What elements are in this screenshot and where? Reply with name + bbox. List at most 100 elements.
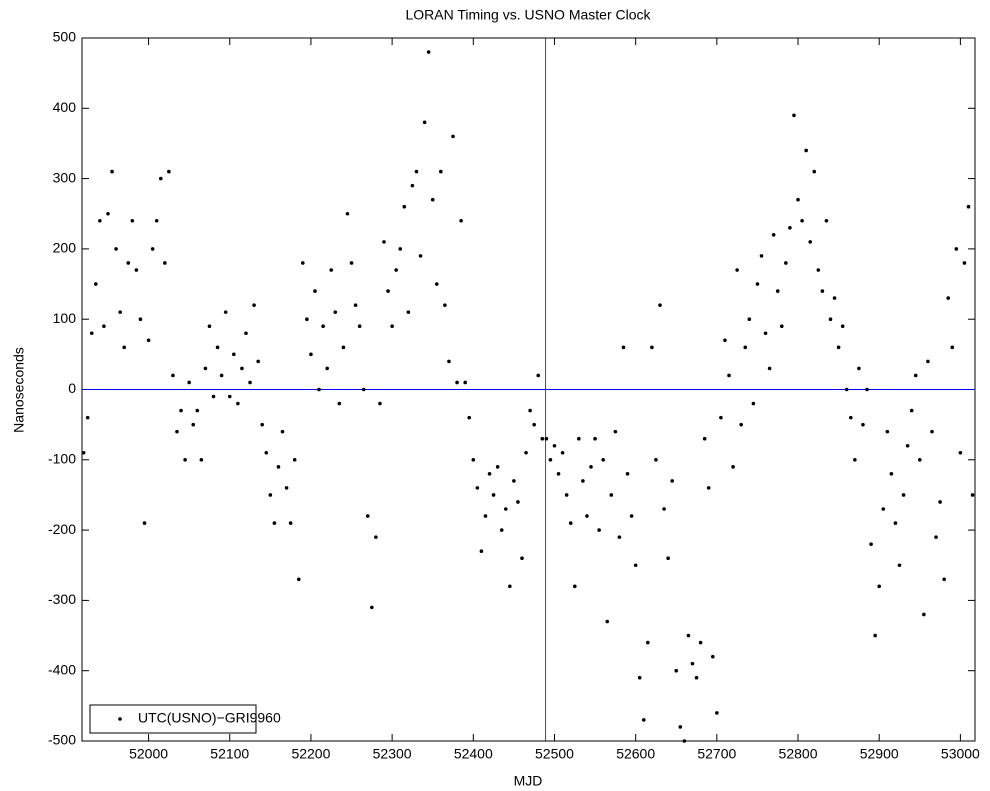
point [357,324,362,329]
point [572,584,577,589]
point [601,458,605,462]
point [467,415,472,420]
point [179,408,183,413]
point [183,458,187,462]
point [146,338,151,343]
point [94,282,98,286]
x-tick-label: 52200 [291,746,330,762]
point [897,563,902,568]
point [970,493,975,497]
point [443,303,447,307]
point [341,345,346,350]
y-axis-label: Nanoseconds [11,347,27,433]
point [954,247,959,251]
point [167,169,171,174]
point [353,303,358,307]
point [641,718,646,722]
point [142,521,147,525]
x-axis-label: MJD [514,773,543,789]
point [881,507,886,511]
point [865,387,869,392]
point [654,458,658,462]
point [934,535,938,539]
point [958,450,963,455]
point [710,654,715,659]
point [560,450,565,455]
y-tick-label: 300 [53,169,77,185]
y-tick-label: -500 [48,732,76,748]
point [804,148,808,153]
point [966,204,971,209]
point [321,324,325,329]
point [390,324,394,329]
point [828,317,833,322]
point [479,549,484,553]
point [666,556,670,561]
y-tick-label: -300 [48,591,76,607]
point [532,422,536,427]
point [118,310,122,314]
y-tick-label: 400 [53,99,77,115]
point [150,247,155,251]
point [382,240,386,244]
point [434,282,439,286]
point [244,331,248,336]
point [361,387,366,392]
point [755,282,760,286]
y-tick-label: 500 [53,29,77,45]
point [950,345,955,350]
point [613,429,618,434]
point [735,268,739,272]
point [727,373,731,378]
point [138,317,143,322]
x-tick-label: 53000 [941,746,980,762]
point [800,218,804,223]
point [301,261,305,265]
point [520,556,524,561]
point [597,528,601,532]
point [122,345,127,350]
point [516,500,520,504]
point [913,373,918,378]
point [581,479,585,483]
point [836,345,841,350]
point [633,563,638,568]
point [743,345,748,350]
point [548,458,553,462]
point [629,514,634,518]
x-tick-label: 52800 [779,746,818,762]
point [459,218,463,223]
point [905,443,910,448]
point [926,359,930,364]
point [260,422,265,427]
point [942,577,946,582]
point [637,675,642,680]
point [552,443,557,448]
point [889,472,894,476]
point [284,486,289,490]
point [223,310,228,314]
x-tick-label: 52900 [860,746,899,762]
point [227,394,232,399]
point [670,479,674,483]
point [288,521,293,525]
point [747,317,752,322]
point [313,289,317,293]
point [731,465,735,469]
point [248,380,252,385]
point [215,345,220,350]
point [106,211,110,216]
point [487,472,492,476]
point [690,661,695,666]
point [126,261,131,265]
point [857,366,861,371]
point [544,436,549,441]
point [219,373,224,378]
point [564,493,569,497]
point [508,584,512,589]
point [158,176,163,181]
point [378,401,382,406]
point [110,169,114,174]
point [873,633,877,638]
